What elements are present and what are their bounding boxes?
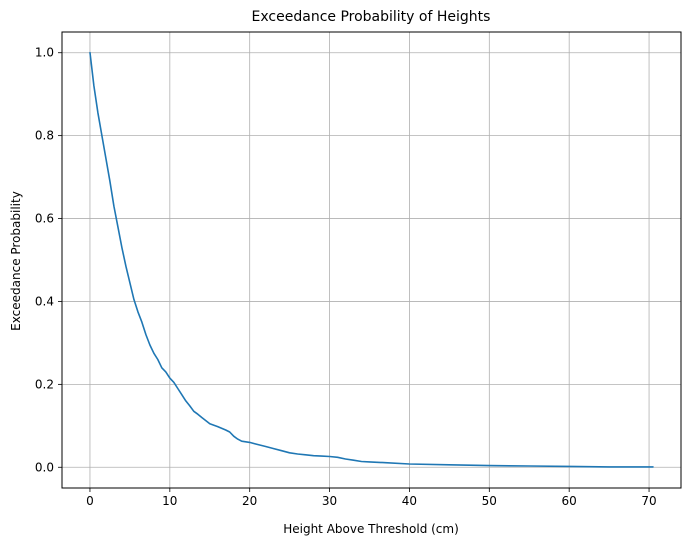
y-tick-label: 0.0	[35, 460, 54, 474]
plot-frame	[61, 31, 682, 489]
chart-title: Exceedance Probability of Heights	[252, 9, 491, 25]
exceedance-series-line	[89, 51, 654, 468]
x-tick-label: 0	[86, 494, 94, 508]
y-tick-label: 1.0	[35, 46, 54, 60]
x-tick-label: 60	[562, 494, 577, 508]
y-axis-ticks: 0.0 0.2 0.4 0.6 0.8 1.0	[35, 46, 62, 474]
x-tick-label: 50	[482, 494, 497, 508]
x-tick-label: 70	[641, 494, 656, 508]
y-tick-label: 0.6	[35, 212, 54, 226]
y-tick-label: 0.8	[35, 129, 54, 143]
x-axis-label: Height Above Threshold (cm)	[283, 522, 459, 536]
y-axis-label: Exceedance Probability	[9, 191, 23, 331]
x-tick-label: 30	[322, 494, 337, 508]
grid	[62, 32, 681, 488]
y-tick-label: 0.4	[35, 294, 54, 308]
x-axis-ticks: 0 10 20 30 40 50 60 70	[86, 488, 657, 508]
series-layer	[89, 51, 654, 468]
y-tick-label: 0.2	[35, 377, 54, 391]
x-tick-label: 10	[162, 494, 177, 508]
x-tick-label: 20	[242, 494, 257, 508]
x-tick-label: 40	[402, 494, 417, 508]
